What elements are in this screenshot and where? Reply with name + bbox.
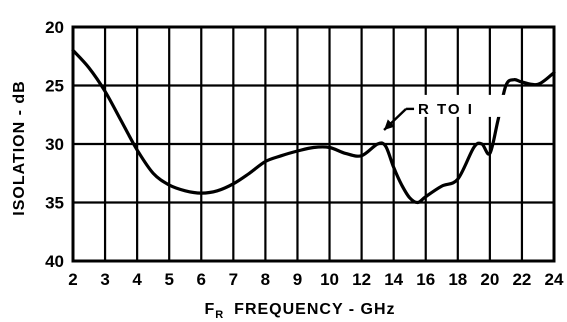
y-tick-label: 40 (45, 252, 64, 271)
x-axis-title: FR FREQUENCY - GHz (204, 301, 395, 321)
x-tick-label: 12 (352, 270, 371, 289)
y-tick-label: 35 (45, 194, 64, 213)
x-tick-labels: 2 3 4 5 6 7 8 9 10 12 14 16 18 20 22 24 (68, 270, 564, 289)
series-line (71, 48, 556, 205)
plot-border (71, 25, 556, 263)
x-tick-label: 20 (480, 270, 499, 289)
x-tick-label: 14 (384, 270, 403, 289)
annotation-layer: R TO I (383, 94, 513, 131)
x-tick-label: 16 (416, 270, 435, 289)
y-tick-label: 30 (45, 135, 64, 154)
y-tick-label: 20 (45, 18, 64, 37)
x-tick-label: 2 (68, 270, 77, 289)
x-tick-label: 7 (229, 270, 238, 289)
annotation-label: R TO I (418, 101, 474, 118)
y-tick-labels: 20 25 30 35 40 (45, 18, 64, 271)
annotation-label-background (412, 94, 513, 117)
plot-frame (71, 25, 556, 263)
x-tick-label: 18 (448, 270, 467, 289)
y-axis-title: ISOLATION - dB (11, 80, 28, 215)
x-tick-label: 5 (164, 270, 173, 289)
series-layer (71, 48, 556, 205)
x-tick-label: 22 (512, 270, 531, 289)
x-tick-label: 4 (132, 270, 142, 289)
x-tick-label: 24 (545, 270, 564, 289)
x-tick-label: 9 (293, 270, 302, 289)
x-tick-label: 3 (100, 270, 109, 289)
x-axis-title-subscript: R (215, 309, 224, 321)
annotation-arrowhead (384, 119, 395, 130)
y-tick-label: 25 (45, 77, 64, 96)
x-axis-title-main: FREQUENCY - GHz (234, 301, 395, 318)
x-tick-label: 10 (320, 270, 339, 289)
x-tick-label: 8 (261, 270, 270, 289)
x-axis-title-prefix: F (204, 301, 215, 318)
x-tick-label: 6 (197, 270, 206, 289)
